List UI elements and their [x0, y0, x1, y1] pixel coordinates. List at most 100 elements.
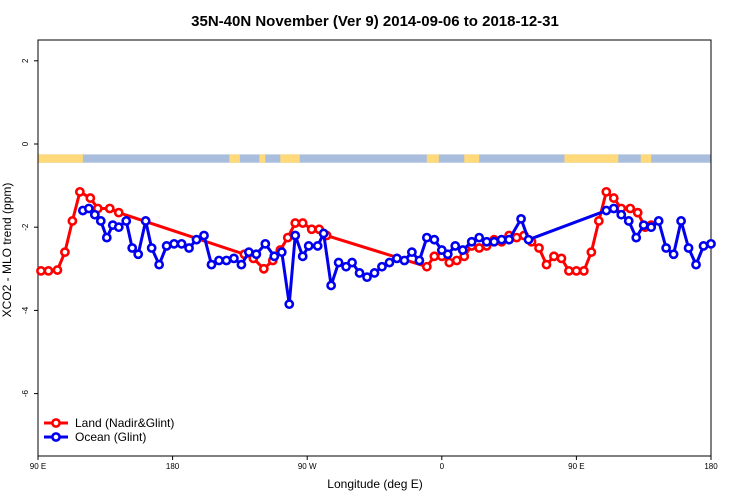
land-band — [640, 154, 652, 163]
data-point — [474, 243, 485, 253]
data-point — [284, 299, 295, 310]
data-point — [421, 232, 432, 243]
data-point — [504, 234, 514, 245]
data-point — [691, 259, 701, 270]
data-point — [52, 265, 63, 275]
data-point — [489, 236, 500, 247]
data-point — [214, 255, 224, 266]
data-point — [161, 241, 172, 251]
data-point — [121, 216, 132, 226]
data-point — [653, 216, 664, 226]
data-point — [661, 243, 672, 253]
data-point — [625, 203, 636, 214]
data-point — [429, 234, 440, 245]
data-point — [444, 257, 455, 268]
data-point — [623, 216, 634, 226]
land-band — [564, 154, 619, 163]
data-point — [354, 268, 365, 278]
data-point — [290, 218, 301, 228]
data-point — [176, 238, 187, 249]
data-point — [36, 265, 46, 276]
data-point — [303, 241, 314, 251]
data-point — [451, 255, 462, 266]
data-point — [169, 238, 179, 249]
x-axis: 90 E 180 90 W 0 90 E 180 — [30, 456, 718, 471]
y-tick-label: 0 — [21, 141, 30, 146]
data-point — [564, 265, 574, 276]
data-point — [85, 193, 96, 203]
data-point — [229, 253, 239, 264]
data-point — [369, 268, 380, 278]
data-point — [399, 255, 410, 266]
data-point — [706, 238, 716, 249]
legend-swatch-point — [51, 418, 61, 428]
land-band — [38, 154, 83, 163]
y-tick-label: 2 — [21, 58, 30, 63]
data-point — [184, 243, 194, 253]
data-point — [406, 247, 417, 258]
data-point — [429, 251, 440, 262]
land-band — [229, 154, 240, 163]
data-point — [676, 216, 686, 226]
legend-label: Ocean (Glint) — [75, 430, 146, 444]
data-point — [549, 251, 559, 262]
legend-label: Land (Nadir&Glint) — [75, 416, 174, 430]
y-axis: 2 0 -2 -4 -6 — [21, 58, 38, 397]
y-tick-label: -4 — [21, 306, 30, 314]
data-point — [571, 265, 582, 276]
data-point — [95, 216, 106, 226]
data-point — [601, 205, 612, 216]
land-band — [259, 154, 266, 163]
chart-title: 35N-40N November (Ver 9) 2014-09-06 to 2… — [191, 13, 559, 30]
data-point — [534, 243, 544, 253]
data-point — [318, 228, 329, 239]
data-point — [450, 241, 461, 251]
data-point — [276, 247, 287, 258]
data-point — [608, 203, 619, 214]
data-point — [243, 247, 254, 258]
data-point — [258, 263, 269, 274]
data-point — [608, 193, 619, 203]
data-point — [133, 249, 144, 260]
data-point — [347, 257, 357, 268]
data-point — [683, 243, 694, 253]
data-point — [578, 265, 589, 276]
land-band — [280, 154, 300, 163]
legend: Land (Nadir&Glint)Ocean (Glint) — [44, 416, 174, 444]
data-point — [127, 243, 138, 253]
data-point — [668, 249, 679, 260]
data-point — [89, 209, 100, 220]
land-band — [464, 154, 480, 163]
data-point — [146, 243, 157, 253]
data-point — [43, 265, 54, 276]
data-point — [593, 216, 604, 226]
data-point — [631, 232, 642, 243]
data-point — [481, 236, 492, 247]
data-point — [221, 255, 232, 266]
data-point — [556, 253, 567, 264]
data-point — [541, 259, 552, 270]
data-point — [60, 247, 70, 258]
data-point — [698, 241, 709, 251]
data-point — [377, 261, 387, 272]
ocean-band — [38, 154, 711, 163]
data-point — [362, 272, 372, 283]
data-point — [236, 259, 247, 270]
y-axis-label: XCO2 - MLO trend (ppm) — [0, 183, 14, 318]
data-point — [297, 218, 308, 228]
data-point — [421, 261, 432, 272]
data-point — [616, 209, 627, 220]
data-point — [306, 224, 317, 235]
x-tick-label: 90 E — [568, 462, 584, 471]
y-tick-label: -6 — [21, 389, 30, 397]
data-point — [638, 220, 649, 231]
data-point — [154, 259, 165, 270]
data-point — [113, 207, 124, 218]
data-point — [466, 236, 477, 247]
data-point — [474, 232, 485, 243]
legend-swatch-point — [51, 432, 61, 442]
x-tick-label: 180 — [704, 462, 718, 471]
series-layer — [36, 186, 716, 310]
x-axis-label: Longitude (deg E) — [327, 477, 422, 491]
